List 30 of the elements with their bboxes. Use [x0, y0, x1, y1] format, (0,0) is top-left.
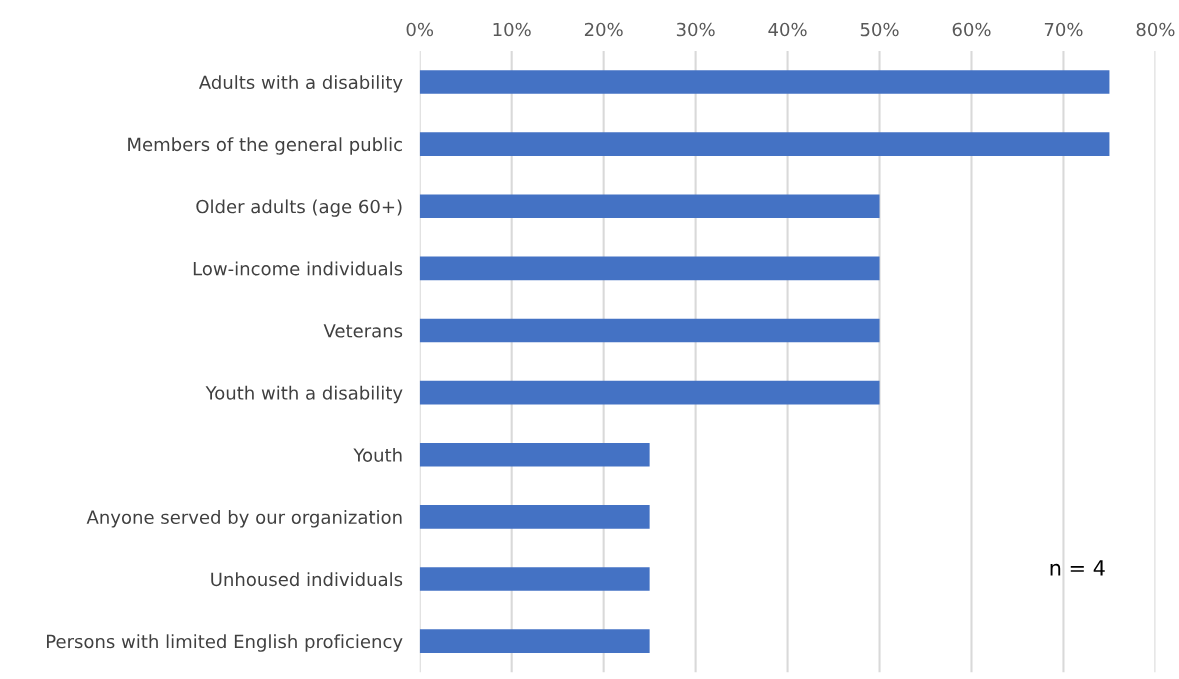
bar	[419, 132, 1110, 156]
x-tick-label: 70%	[1044, 22, 1083, 37]
bar	[419, 567, 650, 591]
annotation: n = 4	[1050, 560, 1105, 576]
x-tick-label: 30%	[676, 22, 715, 37]
bar	[419, 629, 650, 653]
bar	[419, 318, 880, 343]
y-tick-label: Adults with a disability	[198, 75, 403, 93]
x-tick-label: 0%	[406, 22, 434, 37]
y-tick-label: Older adults (age 60+)	[196, 199, 402, 217]
x-tick-label: 20%	[584, 22, 623, 37]
x-tick-label: 50%	[860, 22, 899, 37]
bar	[419, 256, 880, 281]
y-tick-label: Veterans	[323, 324, 403, 338]
y-tick-label: Youth	[353, 447, 402, 462]
y-tick-label: Youth with a disability	[205, 385, 403, 404]
x-tick-label: 60%	[952, 22, 991, 37]
bar	[419, 194, 880, 219]
y-tick-label: Unhoused individuals	[211, 572, 403, 587]
y-tick-label: Low-income individuals	[193, 261, 403, 276]
x-tick-label: 40%	[768, 22, 807, 37]
y-tick-label: Members of the general public	[128, 137, 402, 155]
x-tick-label: 10%	[493, 22, 531, 37]
bar	[419, 505, 650, 529]
y-tick-label: Persons with limited English proficiency	[47, 634, 403, 652]
bar	[419, 70, 1110, 94]
bar	[419, 380, 880, 405]
x-tick-label: 80%	[1136, 22, 1175, 37]
y-tick-label: Anyone served by our organization	[86, 510, 402, 528]
bar	[419, 442, 650, 467]
